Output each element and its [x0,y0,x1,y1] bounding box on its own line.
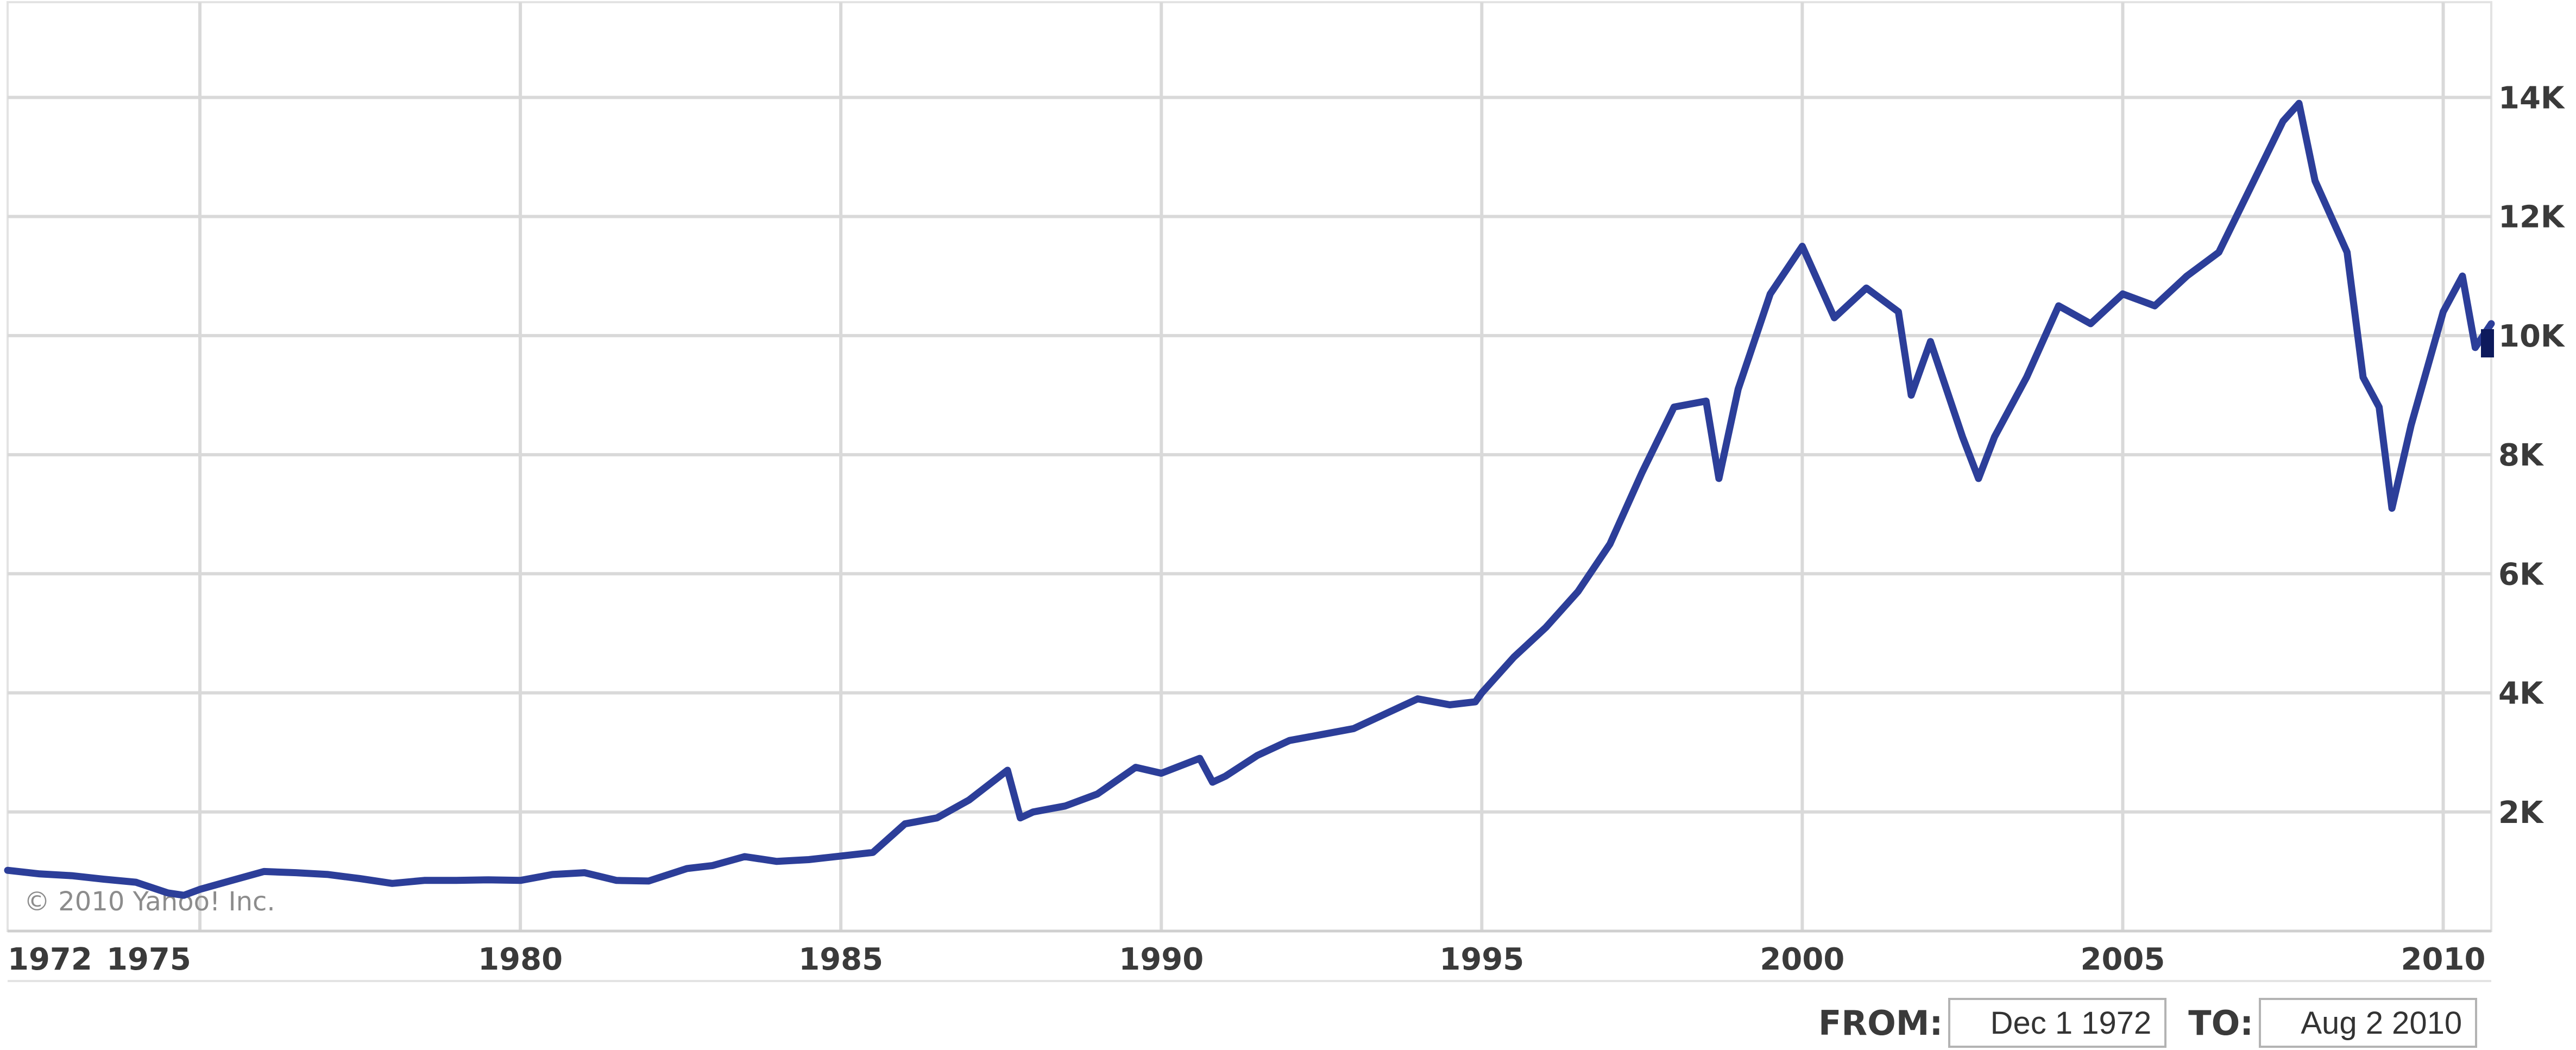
y-tick-label: 10K [2498,319,2566,354]
x-tick-labels: 1972 1975 1980 1985 1990 1995 2000 2005 2010 [8,942,2485,977]
to-label: TO: [2188,1003,2254,1043]
y-tick-label: 6K [2498,557,2544,592]
y-tick-label: 8K [2498,438,2544,473]
from-date-field[interactable]: Dec 1 1972 [1948,998,2167,1048]
y-tick-label: 14K [2498,80,2566,116]
x-tick-label: 1980 [478,942,563,977]
x-tick-label: 2000 [1760,942,1844,977]
y-tick-label: 4K [2498,676,2544,712]
y-tick-label: 2K [2498,795,2544,831]
x-tick-label: 1975 [106,942,191,977]
copyright-text: © 2010 Yahoo! Inc. [24,886,275,917]
current-value-marker [2481,329,2494,357]
x-tick-label: 2010 [2401,942,2486,977]
from-label: FROM: [1818,1003,1943,1043]
y-tick-label: 12K [2498,200,2566,235]
date-range-bar: FROM: Dec 1 1972 TO: Aug 2 2010 [1818,996,2576,1050]
series-line [4,99,2495,899]
x-tick-label: 1972 [8,942,92,977]
x-tick-label: 2005 [2080,942,2165,977]
x-tick-label: 1985 [798,942,883,977]
y-tick-labels: 2K 4K 6K 8K 10K 12K 14K [2498,80,2566,830]
to-date-field[interactable]: Aug 2 2010 [2259,998,2478,1048]
x-tick-label: 1990 [1119,942,1204,977]
series-layer [4,99,2495,899]
x-tick-label: 1995 [1439,942,1524,977]
